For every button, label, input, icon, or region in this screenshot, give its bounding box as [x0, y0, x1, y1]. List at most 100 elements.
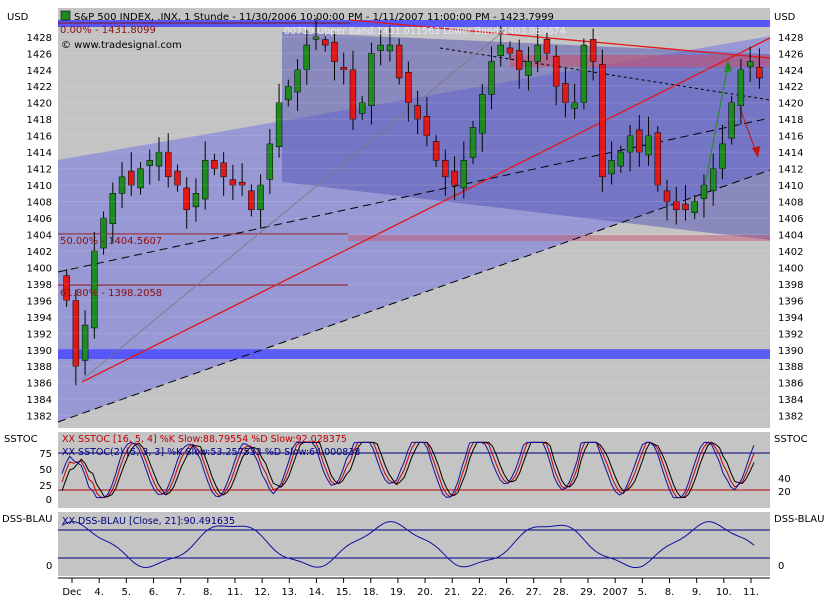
candle	[165, 151, 172, 178]
candle	[479, 94, 486, 134]
green-arrow-head	[724, 60, 732, 72]
y-tick-right: 1400	[778, 263, 803, 274]
y-tick-left: 1408	[27, 198, 52, 209]
y-tick-right: 1386	[778, 379, 803, 390]
candle	[488, 61, 495, 95]
y-tick-right: 1416	[778, 132, 803, 143]
dss-legend: XX DSS-BLAU [Close, 21]:90.491635	[62, 516, 235, 527]
y-tick-left: 1414	[27, 148, 52, 159]
bands-overlay-fill	[282, 32, 770, 240]
dss-label-left: DSS-BLAU	[2, 514, 52, 525]
y-tick-left: 1420	[27, 99, 52, 110]
candle	[451, 170, 458, 186]
red-falling-trendline	[349, 19, 771, 59]
y-tick-left: 1412	[27, 165, 52, 176]
y-tick-right: 1426	[778, 49, 803, 60]
candles-group	[63, 17, 763, 386]
candle	[118, 176, 126, 194]
candle	[358, 102, 366, 114]
y-ticks-right: 1428 1426 1424 1422 1420 1418 1416 1414 1412 1410…	[778, 33, 803, 423]
fib-618-label: 61.80% - 1398.2058	[60, 288, 162, 299]
candle	[285, 85, 292, 101]
dss-plot-area	[58, 512, 770, 576]
candle	[552, 55, 560, 87]
y-tick-right: 1412	[778, 165, 803, 176]
upper-horizontal-band	[58, 20, 770, 27]
x-tick-label: 2007	[602, 587, 627, 598]
bands-label: 00719 Upper Band:1431.011563 Lower Band:…	[284, 26, 566, 37]
sstoc2-k-blue-line	[61, 441, 755, 499]
x-tick-label: 14.	[308, 587, 324, 598]
candle	[700, 184, 708, 199]
price-gridlines	[58, 36, 770, 417]
y-tick-right: 1392	[778, 329, 803, 340]
y-tick-right: 1388	[778, 362, 803, 373]
candle	[469, 127, 477, 158]
y-tick-left: 1398	[27, 280, 52, 291]
y-tick-left: 1404	[27, 230, 52, 241]
candle	[192, 193, 200, 208]
candle	[636, 129, 643, 153]
price-panel[interactable]: 50.00% - 1404.5607 61.80% - 1398.2058 0.…	[7, 8, 803, 428]
thin-grey-trendline	[81, 29, 506, 381]
y-tick-left: 1400	[27, 263, 52, 274]
candle	[349, 69, 357, 120]
candle	[275, 102, 283, 148]
sstoc-tick-right-40: 40	[778, 474, 791, 485]
x-axis: Dec 4. 5. 6. 7. 8. 11. 12. 13. 14. 15. 18. 19. 20. 21.…	[58, 577, 770, 598]
candle	[737, 69, 745, 106]
dss-panel[interactable]: XX DSS-BLAU [Close, 21]:90.491635 DSS-BL…	[2, 512, 824, 576]
candle	[719, 143, 726, 169]
red-rising-trendline	[81, 37, 771, 383]
stochastic-panel[interactable]: XX SSTOC [16, 5, 4] %K Slow:88.79554 %D …	[4, 432, 808, 508]
candle	[395, 44, 403, 79]
candle	[386, 44, 394, 52]
candle	[709, 168, 717, 192]
sstoc-tick-right-20: 20	[778, 487, 791, 498]
candle	[608, 160, 615, 175]
candle	[599, 64, 606, 178]
y-tick-right: 1394	[778, 313, 803, 324]
dss-label-right: DSS-BLAU	[774, 514, 824, 525]
candle	[303, 44, 310, 71]
candle	[534, 44, 541, 62]
candle	[257, 184, 264, 211]
candle	[72, 300, 80, 367]
x-tick-label: 18.	[363, 587, 379, 598]
candle	[442, 160, 449, 178]
y-tick-left: 1406	[27, 214, 52, 225]
fib-0-label: 0.00% - 1431.8099	[60, 25, 156, 36]
candle	[516, 50, 523, 71]
y-tick-right: 1384	[778, 395, 803, 406]
x-tick-label: 8.	[203, 587, 213, 598]
candle	[432, 141, 440, 161]
y-tick-left: 1384	[27, 395, 52, 406]
candle	[497, 44, 504, 57]
sstoc-label-left: SSTOC	[4, 434, 38, 445]
watermark: © www.tradesignal.com	[61, 40, 182, 51]
sstoc-tick-50: 50	[39, 465, 52, 476]
y-tick-right: 1428	[778, 33, 803, 44]
y-tick-left: 1426	[27, 49, 52, 60]
chart-title: S&P 500 INDEX, .INX, 1 Stunde - 11/30/20…	[74, 12, 554, 23]
y-tick-left: 1428	[27, 33, 52, 44]
y-tick-left: 1410	[27, 181, 52, 192]
x-tick-label: 27.	[526, 587, 542, 598]
candle	[525, 61, 532, 76]
candle	[294, 69, 301, 93]
x-tick-label: 12.	[254, 587, 270, 598]
dss-tick-0-right: 0	[778, 561, 784, 572]
channel-mid-dashed	[57, 117, 771, 273]
candle	[562, 83, 569, 103]
y-tick-left: 1386	[27, 379, 52, 390]
candle	[756, 67, 763, 79]
candle	[229, 179, 237, 186]
candle	[211, 160, 218, 169]
resistance-zone	[510, 55, 770, 67]
candle	[248, 190, 255, 211]
candle	[201, 160, 209, 200]
candle	[128, 170, 135, 186]
candle	[63, 275, 70, 301]
candle	[331, 41, 338, 62]
candle	[617, 151, 625, 167]
